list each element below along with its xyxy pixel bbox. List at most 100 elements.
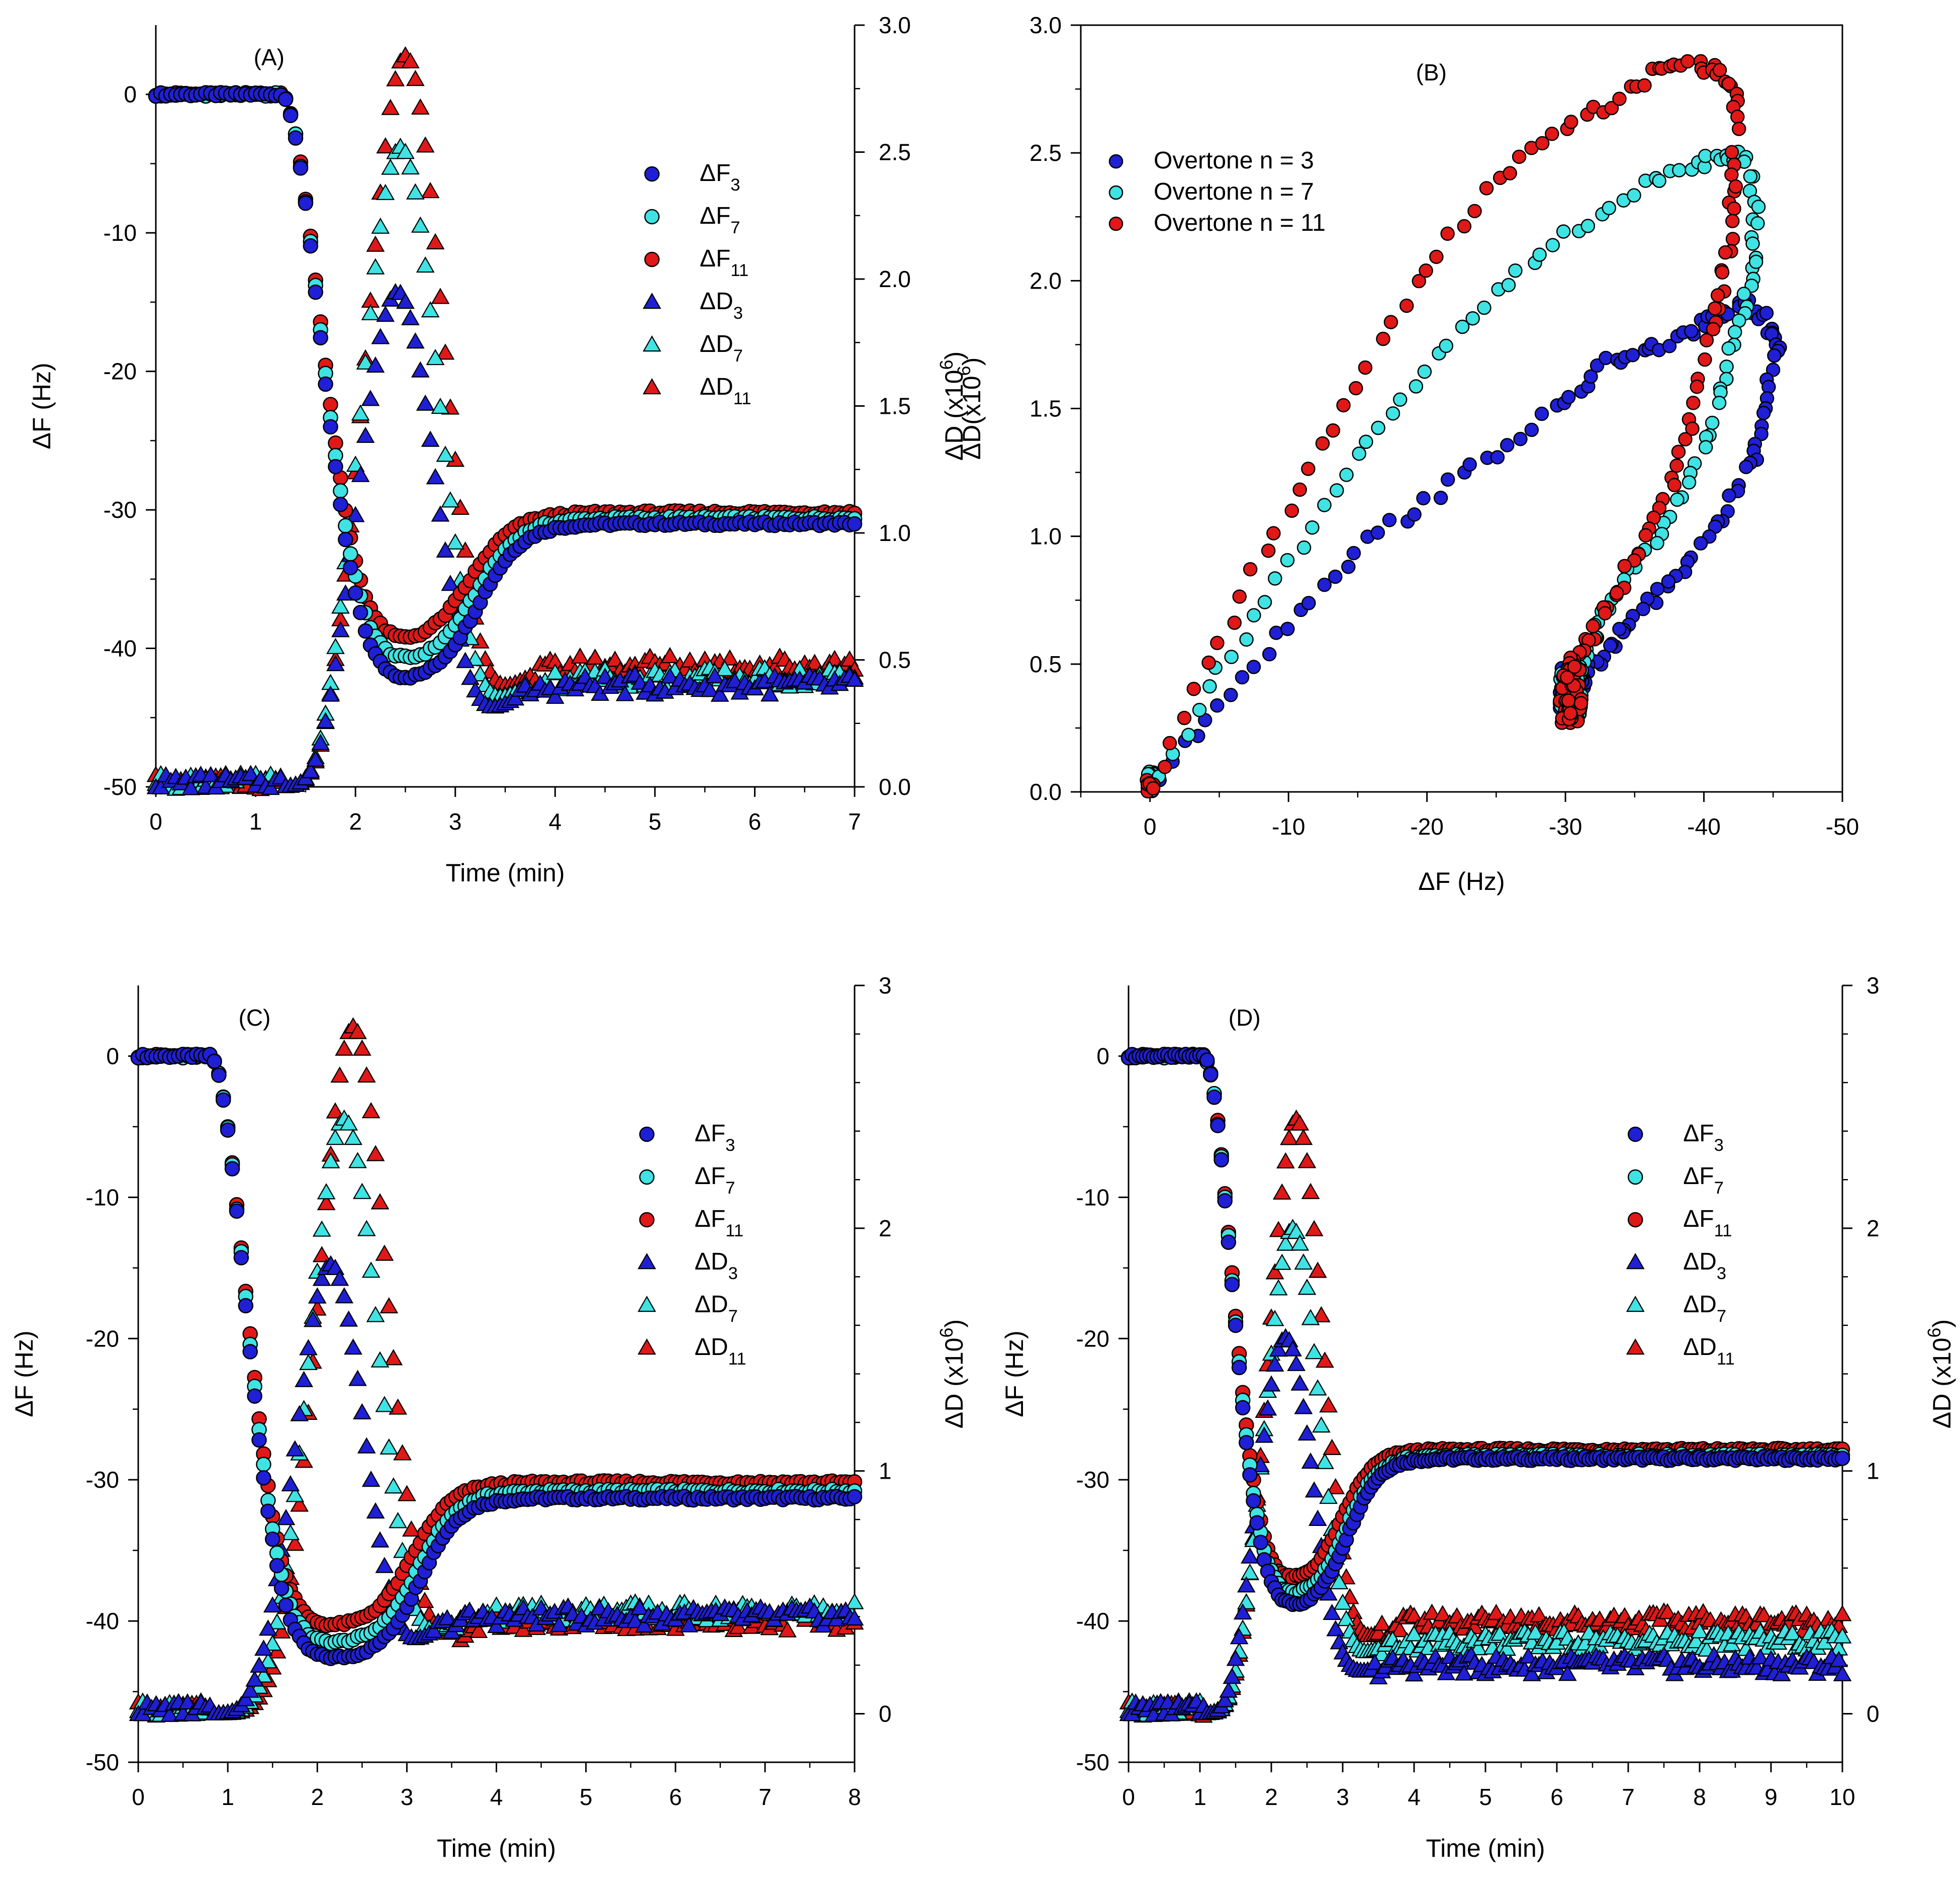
data-point-ΔD11 <box>384 1349 403 1366</box>
data-point-ΔD7 <box>466 650 485 666</box>
data-point-ΔD7 <box>471 665 490 682</box>
data-point-Overtone-n-=-7 <box>1239 632 1254 647</box>
y-tick-label: -50 <box>104 774 137 800</box>
legend-dD11-marker <box>642 378 662 395</box>
data-point-ΔD11 <box>1294 1129 1313 1145</box>
y2-tick-label: 2.0 <box>879 266 911 292</box>
panel-D: 0 1 2 3 4 5 6 7 8 9 10 0 -10 -20 -30 -40 -50 0 1 2 3 Time (mi… <box>1000 972 1956 1862</box>
data-point-ΔD3 <box>375 1557 394 1573</box>
data-point-ΔD11 <box>406 69 425 86</box>
data-point-ΔD3 <box>331 621 350 638</box>
data-point-ΔF3 <box>211 1067 227 1083</box>
data-point-ΔD3 <box>416 394 435 411</box>
data-point-ΔD11 <box>317 1194 336 1210</box>
data-point-ΔD11 <box>1326 1478 1345 1495</box>
data-point-ΔD11 <box>366 235 385 252</box>
data-point-Overtone-n-=-7 <box>1247 608 1261 623</box>
data-point-ΔD3 <box>1833 1665 1852 1681</box>
data-point-ΔD7 <box>326 1129 345 1145</box>
data-point-ΔD11 <box>1754 1606 1774 1622</box>
y-tick-label: 0 <box>106 1043 119 1069</box>
data-point-ΔD11 <box>330 1066 349 1083</box>
data-point-Overtone-n-=-3 <box>1636 602 1650 616</box>
data-point-Overtone-n-=-3 <box>1280 621 1295 637</box>
data-point-Overtone-n-=-7 <box>1371 420 1385 435</box>
data-point-Overtone-n-=-11 <box>1724 167 1739 182</box>
data-point-ΔD3 <box>456 652 475 668</box>
data-point-Overtone-n-=-11 <box>1667 478 1682 493</box>
legend-dF11-label: ΔF11 <box>700 245 749 280</box>
data-point-ΔF3 <box>242 1344 258 1360</box>
data-point-ΔD11 <box>1447 1607 1466 1623</box>
data-point-Overtone-n-=-3 <box>1500 438 1515 453</box>
data-point-Overtone-n-=-11 <box>1348 381 1363 396</box>
y2-axis-label: ΔD (x106) <box>1924 1319 1956 1428</box>
data-point-Overtone-n-=-3 <box>1301 596 1316 610</box>
data-point-ΔD7 <box>1272 1253 1291 1270</box>
x-axis-label: Time (min) <box>445 859 565 887</box>
data-point-ΔF3 <box>224 1161 240 1177</box>
data-point-Overtone-n-=-7 <box>1652 173 1666 188</box>
data-point-ΔD11 <box>778 1621 797 1638</box>
data-point-ΔD3 <box>245 1670 264 1687</box>
data-point-ΔD11 <box>1530 1606 1548 1622</box>
data-point-ΔD11 <box>1280 1129 1298 1145</box>
data-point-Overtone-n-=-11 <box>1715 265 1730 280</box>
x-tick-label: 0 <box>149 808 162 835</box>
data-point-ΔD11 <box>1308 1261 1327 1278</box>
data-point-ΔD11 <box>661 647 680 663</box>
data-point-Overtone-n-=-11 <box>1725 232 1740 246</box>
data-point-ΔD3 <box>1304 1481 1324 1498</box>
data-point-ΔD3 <box>290 1405 309 1421</box>
data-point-Overtone-n-=-11 <box>1567 659 1582 674</box>
data-point-Overtone-n-=-3 <box>1224 688 1238 702</box>
data-point-Overtone-n-=-7 <box>1556 224 1571 239</box>
data-point-Overtone-n-=-11 <box>1718 245 1733 260</box>
data-point-ΔD3 <box>201 766 220 782</box>
data-point-ΔD3 <box>411 361 430 378</box>
data-point-Overtone-n-=-7 <box>1181 728 1196 742</box>
data-point-Overtone-n-=-11 <box>1712 63 1727 77</box>
data-point-ΔD3 <box>286 1440 305 1457</box>
x-tick-label: 7 <box>1622 1784 1635 1810</box>
data-point-ΔD3 <box>306 750 325 767</box>
data-point-ΔD11 <box>606 651 624 667</box>
data-point-Overtone-n-=-3 <box>1561 390 1576 405</box>
data-point-Overtone-n-=-7 <box>1532 247 1547 262</box>
data-point-Overtone-n-=-11 <box>1727 201 1741 216</box>
data-point-ΔD11 <box>586 648 605 665</box>
x-tick-label: 2 <box>349 808 362 835</box>
y2-tick-label: 0 <box>879 1700 892 1727</box>
y2-tick-label: 1 <box>1866 1458 1880 1484</box>
y2-tick-label: 1.0 <box>879 520 911 546</box>
data-point-ΔD7 <box>1330 1573 1349 1590</box>
data-point-ΔD7 <box>441 491 460 508</box>
y-tick-label: 0.5 <box>1030 651 1062 677</box>
panel-label: (B) <box>1416 59 1447 85</box>
data-point-ΔD3 <box>406 332 425 349</box>
data-point-ΔD11 <box>1316 1351 1334 1368</box>
data-point-ΔD11 <box>426 233 445 249</box>
data-point-ΔD11 <box>1658 1603 1677 1619</box>
data-point-ΔD3 <box>261 778 280 795</box>
data-point-ΔD7 <box>352 1183 371 1199</box>
data-point-ΔD3 <box>1323 1603 1342 1620</box>
data-point-ΔD11 <box>361 1102 381 1119</box>
data-point-ΔD3 <box>1301 1452 1320 1469</box>
y2-tick-label: 1.5 <box>879 393 911 419</box>
data-point-Overtone-n-=-3 <box>1341 560 1356 574</box>
data-point-ΔD7 <box>396 143 415 159</box>
data-point-ΔF3 <box>318 376 333 392</box>
data-point-ΔD7 <box>1690 1622 1709 1639</box>
data-point-Overtone-n-=-3 <box>1722 488 1736 503</box>
data-point-ΔD11 <box>376 137 395 154</box>
data-point-ΔF3 <box>303 238 319 254</box>
y-tick-label: -40 <box>1076 1608 1109 1634</box>
data-point-ΔD3 <box>661 667 680 684</box>
data-point-ΔD11 <box>436 343 455 360</box>
data-point-ΔD7 <box>1312 1416 1331 1433</box>
y2-tick-label: 1 <box>879 1458 892 1484</box>
data-point-Overtone-n-=-11 <box>1561 693 1576 708</box>
y2-tick-label: 2.5 <box>879 139 911 165</box>
y-tick-label: 3.0 <box>1030 12 1062 38</box>
